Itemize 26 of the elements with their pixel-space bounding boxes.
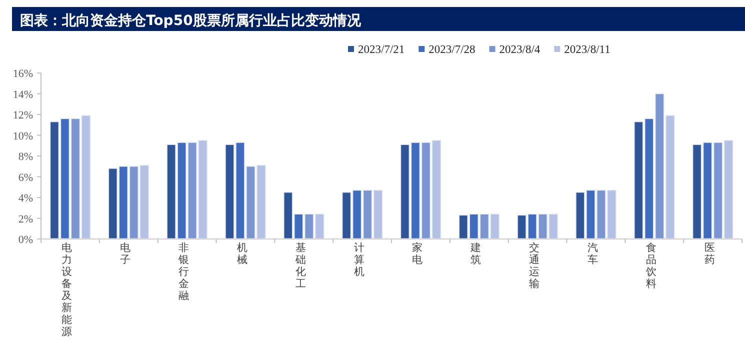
x-tick-label: 汽车 xyxy=(587,242,598,266)
x-tick-label: 非银行金融 xyxy=(178,241,190,302)
x-tick-label: 家电 xyxy=(412,241,424,266)
y-tick-label: 4% xyxy=(18,192,33,204)
y-tick-label: 0% xyxy=(18,234,33,246)
x-tick-label: 机械 xyxy=(236,242,248,266)
y-tick-label: 16% xyxy=(12,68,33,80)
x-tick-label: 基础化工 xyxy=(294,241,306,290)
x-tick-label: 食品饮料 xyxy=(644,242,657,290)
x-tick-label: 电子 xyxy=(120,241,132,266)
legend-label: 2023/8/4 xyxy=(499,44,540,56)
y-tick-label: 8% xyxy=(18,151,33,163)
legend-label: 2023/8/11 xyxy=(564,44,611,56)
x-tick-label: 交通运输 xyxy=(529,241,540,290)
x-tick-label: 计算机 xyxy=(354,241,365,278)
x-tick-label: 医药 xyxy=(704,242,716,266)
x-tick-label: 电力设备及新能源 xyxy=(62,241,73,338)
y-tick-label: 14% xyxy=(12,88,33,101)
y-tick-label: 2% xyxy=(18,213,33,226)
y-tick-label: 12% xyxy=(12,110,33,122)
legend-label: 2023/7/28 xyxy=(428,44,476,56)
legend-label: 2023/7/21 xyxy=(358,44,405,56)
x-tick-label: 建筑 xyxy=(470,241,482,266)
y-tick-label: 6% xyxy=(18,172,33,184)
chart-title: 图表：北向资金持仓Top50股票所属行业占比变动情况 xyxy=(20,12,362,29)
y-tick-label: 10% xyxy=(12,130,33,142)
